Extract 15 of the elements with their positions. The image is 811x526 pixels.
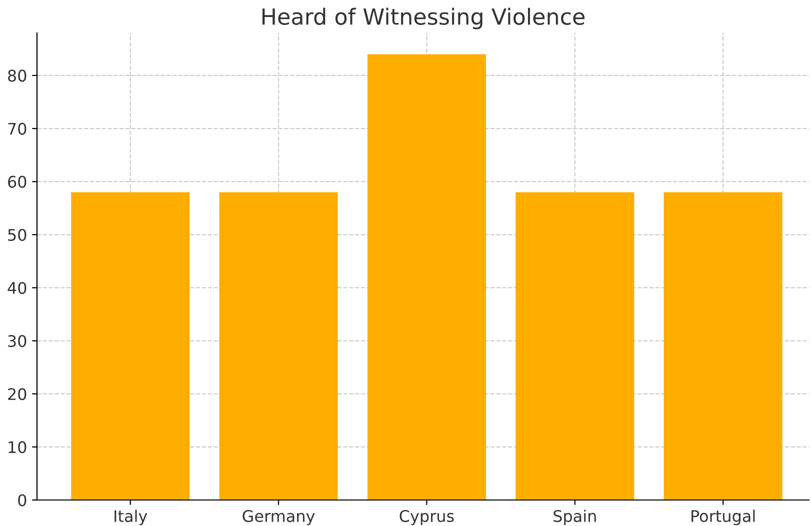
y-tick-label: 0 bbox=[18, 494, 26, 506]
x-tick-label: Portugal bbox=[692, 510, 755, 526]
x-tick-label: Spain bbox=[554, 510, 596, 526]
x-tick-label: Germany bbox=[242, 510, 315, 526]
y-tick-label: 70 bbox=[8, 122, 26, 135]
y-tick-label: 40 bbox=[8, 282, 26, 294]
y-tick-label: 20 bbox=[8, 388, 26, 400]
y-tick-label: 60 bbox=[8, 176, 26, 188]
chart-title: Heard of Witnessing Violence bbox=[262, 8, 585, 30]
y-tick-label: 80 bbox=[8, 70, 26, 82]
y-tick-label: 10 bbox=[8, 441, 26, 454]
x-tick-label: Italy bbox=[114, 510, 148, 526]
y-tick-label: 30 bbox=[8, 335, 26, 348]
x-tick-label: Cyprus bbox=[400, 510, 454, 526]
y-tick-label: 50 bbox=[8, 228, 26, 241]
